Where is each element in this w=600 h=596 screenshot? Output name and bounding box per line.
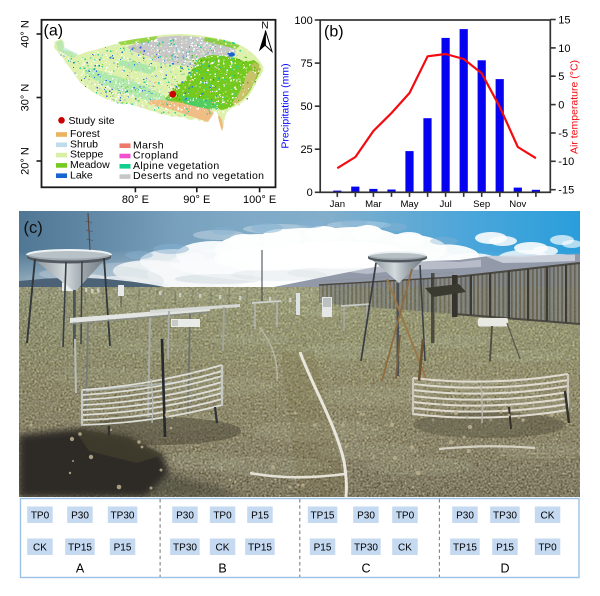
svg-text:Nov: Nov (509, 199, 526, 210)
svg-text:P15: P15 (251, 511, 269, 522)
svg-text:Mar: Mar (365, 199, 382, 210)
svg-text:TP0: TP0 (31, 511, 50, 522)
svg-text:Marsh: Marsh (133, 139, 164, 151)
svg-text:P30: P30 (176, 511, 194, 522)
svg-text:(b): (b) (324, 24, 344, 41)
svg-text:P30: P30 (456, 511, 474, 522)
svg-text:Meadow: Meadow (70, 159, 110, 171)
svg-text:Precipitation (mm): Precipitation (mm) (280, 63, 292, 148)
svg-text:75: 75 (300, 58, 312, 70)
svg-text:C: C (361, 562, 370, 576)
svg-text:Cropland: Cropland (133, 150, 178, 162)
svg-text:Deserts and no vegetation: Deserts and no vegetation (133, 170, 264, 182)
svg-text:-10: -10 (558, 156, 574, 168)
svg-text:TP0: TP0 (538, 543, 557, 554)
svg-text:Steppe: Steppe (70, 149, 103, 161)
svg-text:CK: CK (398, 543, 412, 554)
svg-text:N: N (261, 21, 268, 32)
svg-text:20° N: 20° N (20, 147, 32, 175)
svg-text:Shrub: Shrub (70, 138, 98, 150)
svg-text:100° E: 100° E (243, 194, 276, 206)
svg-text:TP30: TP30 (354, 543, 378, 554)
svg-text:P15: P15 (314, 543, 332, 554)
svg-text:40° N: 40° N (20, 20, 32, 48)
svg-text:-5: -5 (558, 128, 568, 140)
svg-text:P30: P30 (71, 511, 89, 522)
svg-text:25: 25 (300, 144, 312, 156)
svg-text:TP15: TP15 (311, 511, 335, 522)
svg-text:TP15: TP15 (68, 543, 92, 554)
svg-text:TP0: TP0 (396, 511, 415, 522)
svg-text:A: A (76, 562, 85, 576)
svg-text:100: 100 (294, 15, 312, 27)
svg-text:May: May (400, 199, 418, 210)
svg-text:Jan: Jan (330, 199, 345, 210)
svg-text:CK: CK (216, 543, 230, 554)
svg-text:90° E: 90° E (183, 194, 210, 206)
svg-text:P15: P15 (496, 543, 514, 554)
svg-text:Alpine vegetation: Alpine vegetation (133, 160, 220, 172)
svg-text:TP30: TP30 (173, 543, 197, 554)
svg-text:Jul: Jul (439, 199, 451, 210)
svg-text:CK: CK (33, 543, 47, 554)
svg-text:TP15: TP15 (453, 543, 477, 554)
svg-text:80° E: 80° E (122, 194, 149, 206)
svg-text:Sep: Sep (473, 199, 490, 210)
svg-text:TP0: TP0 (213, 511, 232, 522)
svg-text:Forest: Forest (70, 128, 100, 140)
svg-text:TP30: TP30 (493, 511, 517, 522)
svg-text:Air temperature (°C): Air temperature (°C) (569, 60, 581, 154)
svg-text:30° N: 30° N (20, 84, 32, 112)
svg-text:(a): (a) (44, 23, 64, 40)
svg-text:0: 0 (558, 100, 564, 112)
svg-text:P15: P15 (114, 543, 132, 554)
svg-text:15: 15 (558, 14, 570, 26)
svg-text:Study site: Study site (69, 115, 115, 127)
svg-text:TP15: TP15 (248, 543, 272, 554)
svg-text:P30: P30 (357, 511, 375, 522)
svg-text:5: 5 (558, 71, 564, 83)
svg-text:B: B (218, 562, 226, 576)
svg-text:50: 50 (300, 101, 312, 113)
svg-text:Lake: Lake (70, 169, 93, 181)
svg-text:0: 0 (307, 187, 313, 199)
svg-text:D: D (500, 562, 509, 576)
svg-text:-15: -15 (558, 185, 574, 197)
svg-text:TP30: TP30 (111, 511, 135, 522)
svg-text:10: 10 (558, 43, 570, 55)
svg-text:CK: CK (541, 511, 555, 522)
svg-text:(c): (c) (24, 219, 43, 237)
